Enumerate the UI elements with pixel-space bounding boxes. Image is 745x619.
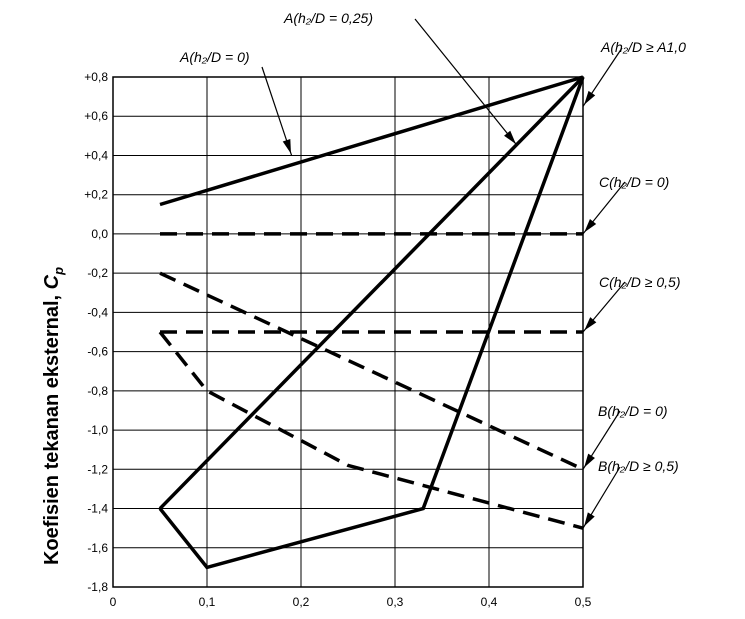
series-line-6 [159,271,584,471]
y-tick-label: -0,2 [87,266,108,280]
y-tick-label: +0,8 [84,70,108,84]
annotation-label: A(h₂/D = 0) [179,49,250,65]
annotations: A(h₂/D = 0) A(h₂/D = 0,25) A(h₂/D ≥ A1,0 C(… [179,10,686,529]
x-tick-label: 0,1 [199,595,216,609]
y-tick-label: 0,0 [91,227,108,241]
annotation-leader [414,18,518,147]
y-tick-label: -0,8 [87,384,108,398]
y-axis-label-text: Koefisien tekanan eksternal, [41,289,63,565]
x-tick-label: 0 [110,595,117,609]
series-line-3 [158,76,585,570]
annotation-label: A(h₂/D = 0,25) [283,10,373,26]
x-tick-label: 0,4 [481,595,498,609]
annotation-label: C(h₂/D ≥ 0,5) [599,274,680,290]
x-tick-labels: 0 0,1 0,2 0,3 0,4 0,5 [110,595,592,609]
annotation-arrowhead [584,512,595,527]
y-tick-label: -0,4 [87,305,108,319]
y-tick-label: -1,8 [87,580,108,594]
annotation-label: C(h₂/D = 0) [599,174,669,190]
annotation-arrowhead [584,317,597,331]
annotation-label: B(h₂/D ≥ 0,5) [598,458,679,474]
y-tick-label: -1,4 [87,502,108,516]
y-axis-label-symbol: C [41,274,63,289]
annotation-arrowhead [282,139,291,154]
series-line-7 [158,330,584,530]
y-axis-label-subscript: p [51,267,66,276]
y-tick-label: -1,6 [87,541,108,555]
y-tick-labels: +0,8 +0,6 +0,4 +0,2 0,0 -0,2 -0,4 -0,6 -0,8 -1,0 -… [84,70,108,594]
y-tick-label: +0,6 [84,109,108,123]
grid [113,77,583,587]
y-tick-label: -1,0 [87,423,108,437]
series-line-1 [159,75,584,207]
series-line-2 [158,75,585,510]
annotation-arrowhead [584,90,596,105]
x-tick-label: 0,3 [387,595,404,609]
y-tick-label: +0,4 [84,148,108,162]
annotation-arrowhead [584,453,595,468]
annotation-label: A(h₂/D ≥ A1,0 [600,39,686,55]
y-tick-label: -0,6 [87,345,108,359]
y-tick-label: -1,2 [87,462,108,476]
x-tick-label: 0,5 [575,595,592,609]
y-tick-label: +0,2 [84,188,108,202]
annotation-arrowhead [504,130,516,145]
y-axis-label: Koefisien tekanan eksternal, Cp [41,267,66,565]
annotation-arrowhead [584,218,597,233]
series-lines [158,75,585,570]
annotation-label: B(h₂/D = 0) [598,403,668,419]
x-tick-label: 0,2 [293,595,310,609]
